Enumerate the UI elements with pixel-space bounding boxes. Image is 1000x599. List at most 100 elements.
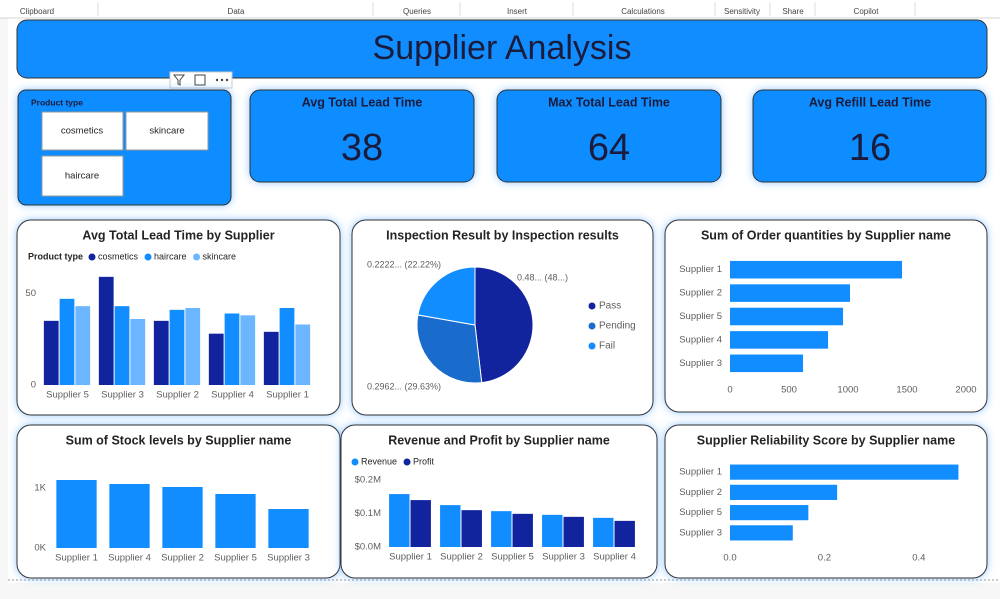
pie-slice	[416, 314, 483, 384]
x-tick-label: Supplier 4	[108, 553, 151, 564]
more-icon[interactable]	[215, 78, 229, 82]
bar	[491, 511, 512, 547]
x-tick-label: 0.2	[818, 553, 831, 564]
bar	[389, 494, 410, 547]
chart-title: Supplier Reliability Score by Supplier n…	[697, 433, 955, 447]
legend-marker	[403, 458, 411, 466]
legend-label: Revenue	[361, 456, 397, 466]
legend-marker	[588, 342, 596, 350]
bar	[109, 483, 150, 548]
bar	[461, 510, 482, 547]
x-tick-label: Supplier 1	[389, 552, 432, 563]
bar	[730, 284, 851, 302]
ribbon-group[interactable]: Data	[228, 7, 245, 16]
bar	[730, 525, 793, 541]
filter-icon[interactable]	[172, 74, 186, 86]
legend-marker	[144, 253, 152, 261]
data-label: 0.2962... (29.63%)	[367, 381, 441, 391]
bar	[614, 520, 635, 547]
ribbon-group[interactable]: Insert	[507, 7, 528, 16]
report-title: Supplier Analysis	[373, 29, 632, 67]
x-tick-label: Supplier 1	[266, 390, 309, 401]
ribbon-group[interactable]: Queries	[403, 7, 431, 16]
legend-label: haircare	[154, 251, 187, 261]
bar	[224, 313, 240, 385]
chart-title: Inspection Result by Inspection results	[386, 228, 619, 242]
y-tick-label: 50	[25, 288, 36, 299]
kpi-card	[249, 89, 475, 183]
bar	[268, 509, 309, 548]
chart-title: Avg Total Lead Time by Supplier	[82, 228, 274, 242]
chart-title: Sum of Stock levels by Supplier name	[66, 433, 292, 447]
y-tick-label: 0	[31, 380, 36, 391]
slicer-title: Product type	[31, 97, 83, 107]
kpi-title: Avg Refill Lead Time	[809, 95, 931, 109]
focus-icon[interactable]	[194, 74, 206, 86]
ribbon-group[interactable]: Share	[782, 7, 804, 16]
bar	[208, 333, 224, 385]
ribbon-group[interactable]: Clipboard	[20, 7, 54, 16]
legend-label: Profit	[413, 456, 435, 466]
x-tick-label: Supplier 2	[440, 552, 483, 563]
x-tick-label: 500	[781, 385, 797, 396]
bar	[114, 306, 130, 385]
bar	[56, 480, 97, 548]
x-tick-label: Supplier 4	[211, 390, 254, 401]
title-box	[16, 19, 988, 79]
x-tick-label: Supplier 2	[156, 390, 199, 401]
kpi-value: 16	[849, 127, 891, 169]
x-tick-label: Supplier 4	[593, 552, 636, 563]
y-tick-label: Supplier 1	[679, 467, 722, 478]
bar	[730, 260, 903, 279]
y-tick-label: Supplier 2	[679, 288, 722, 299]
pie-slice	[474, 266, 534, 384]
ribbon-group[interactable]: Copilot	[854, 7, 880, 16]
legend-label: cosmetics	[98, 251, 139, 261]
x-tick-label: 0.0	[723, 553, 736, 564]
x-tick-label: 0.4	[912, 553, 925, 564]
bar	[410, 500, 431, 547]
bar	[153, 320, 169, 385]
bar	[279, 308, 295, 385]
x-tick-label: Supplier 2	[161, 553, 204, 564]
legend-label: Pass	[599, 301, 621, 312]
y-tick-label: $0.1M	[355, 508, 381, 519]
ribbon-group[interactable]: Calculations	[621, 7, 665, 16]
bar	[593, 517, 614, 547]
y-tick-label: Supplier 2	[679, 487, 722, 498]
bar	[730, 464, 959, 480]
y-tick-label: Supplier 5	[679, 507, 722, 518]
legend-label: Pending	[599, 321, 636, 332]
bar	[215, 494, 256, 548]
bar	[512, 513, 533, 547]
visual-header	[169, 71, 233, 89]
ribbon-group[interactable]: Sensitivity	[724, 7, 760, 16]
bar	[130, 319, 146, 385]
bar	[440, 505, 461, 547]
y-tick-label: Supplier 1	[679, 264, 722, 275]
y-tick-label: Supplier 3	[679, 358, 722, 369]
data-label: 0.2222... (22.22%)	[367, 259, 441, 269]
slicer-option[interactable]	[125, 111, 209, 151]
kpi-value: 64	[588, 127, 630, 169]
bar	[59, 298, 75, 385]
legend-marker	[351, 458, 359, 466]
bar	[730, 505, 809, 521]
legend-title: Product type	[28, 251, 83, 261]
x-tick-label: 1500	[896, 385, 917, 396]
bar	[162, 486, 203, 548]
ribbon-groups: Clipboard Data Queries Insert Calculatio…	[20, 2, 916, 16]
data-label: 0.48... (48...)	[517, 272, 568, 282]
pie-slice	[417, 266, 476, 326]
x-tick-label: 1000	[837, 385, 858, 396]
y-tick-label: Supplier 5	[679, 311, 722, 322]
legend-marker	[193, 253, 201, 261]
y-tick-label: Supplier 3	[679, 527, 722, 538]
x-tick-label: Supplier 3	[542, 552, 585, 563]
slicer-option[interactable]	[41, 155, 124, 197]
bar	[730, 331, 829, 349]
legend-label: Fail	[599, 341, 615, 352]
kpi-title: Max Total Lead Time	[548, 95, 670, 109]
slicer-option[interactable]	[41, 111, 124, 151]
kpi-title: Avg Total Lead Time	[302, 95, 423, 109]
